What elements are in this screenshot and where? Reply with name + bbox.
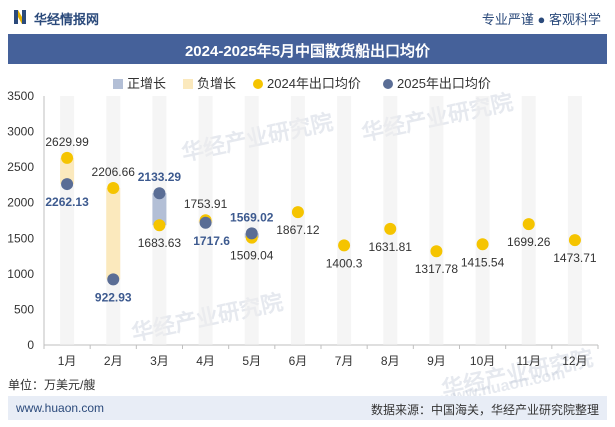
data-label-2024: 1415.54 [461, 255, 505, 269]
data-label-2025: 1569.02 [230, 210, 274, 224]
logo-icon [14, 10, 26, 24]
data-label-2024: 1509.04 [230, 249, 274, 263]
y-tick-label: 500 [14, 302, 34, 316]
x-tick-label: 7月 [335, 354, 354, 368]
point-2024 [384, 222, 397, 235]
data-label-2024: 2629.99 [45, 135, 89, 149]
x-tick-label: 3月 [150, 354, 169, 368]
y-tick-label: 1500 [7, 231, 34, 245]
legend-swatch [183, 79, 193, 89]
legend-label: 负增长 [197, 76, 236, 91]
legend-swatch [113, 79, 123, 89]
data-label-2024: 2206.66 [92, 165, 136, 179]
data-label-2024: 1400.3 [326, 256, 363, 270]
legend-marker [383, 79, 393, 89]
x-tick-label: 2月 [104, 354, 123, 368]
point-2024 [430, 245, 443, 258]
point-2025 [245, 227, 258, 240]
point-2024 [153, 219, 166, 232]
column-background [290, 96, 305, 345]
point-2025 [107, 273, 120, 286]
data-labels: 2629.99 2206.66 1683.63 1753.91 1509.041867.… [45, 135, 597, 304]
column-background [383, 96, 398, 345]
legend-label: 2025年出口均价 [397, 76, 491, 91]
y-tick-label: 0 [27, 338, 34, 352]
point-2025 [61, 178, 74, 191]
y-axis: 0 500 1000 1500 2000 2500 3000 3500 [7, 89, 45, 352]
website-link[interactable]: www.huaon.com [16, 401, 105, 415]
point-2024 [291, 206, 304, 219]
column-background [567, 96, 582, 345]
y-tick-label: 2500 [7, 160, 34, 174]
point-2025 [153, 187, 166, 200]
y-tick-label: 1000 [7, 267, 34, 281]
data-label-2024: 1699.26 [507, 235, 551, 249]
positive-change-bar [152, 193, 167, 226]
change-bars [60, 96, 582, 345]
legend: 正增长 负增长 2024年出口均价 2025年出口均价 [113, 76, 491, 91]
point-2024 [61, 151, 74, 164]
point-2024 [338, 239, 351, 252]
data-label-2024: 1683.63 [138, 236, 182, 250]
point-2024 [476, 238, 489, 251]
brand-name: 华经情报网 [34, 12, 100, 27]
data-label-2024: 1753.91 [184, 197, 228, 211]
negative-change-bar [60, 157, 75, 185]
x-tick-label: 6月 [289, 354, 308, 368]
column-background [337, 96, 352, 345]
chart-title: 2024-2025年5月中国散货船出口均价 [184, 43, 431, 60]
legend-label: 2024年出口均价 [267, 76, 361, 91]
x-tick-label: 4月 [196, 354, 215, 368]
slogan: 专业严谨 ● 客观科学 [481, 12, 601, 27]
y-tick-label: 3500 [7, 89, 34, 103]
data-source: 数据来源：中国海关，华经产业研究院整理 [370, 403, 599, 417]
x-tick-label: 9月 [427, 354, 446, 368]
legend-marker [253, 79, 263, 89]
chart-area: 正增长 负增长 2024年出口均价 2025年出口均价 0 500 1000 1500 200… [7, 76, 599, 368]
x-tick-label: 1月 [58, 354, 77, 368]
point-2024 [107, 182, 120, 195]
data-label-2025: 922.93 [95, 290, 132, 304]
data-label-2024: 1317.78 [415, 262, 459, 276]
data-label-2024: 1631.81 [369, 240, 413, 254]
point-2025 [199, 216, 212, 229]
x-axis: 1月 2月 3月 4月 5月 6月 7月 8月 9月 10月 11月 12月 [43, 344, 599, 368]
column-background [475, 96, 490, 345]
data-label-2025: 2133.29 [138, 170, 182, 184]
column-background [429, 96, 444, 345]
top-bar: 华经情报网 专业严谨 ● 客观科学 [0, 0, 615, 34]
negative-change-bar [106, 188, 121, 280]
x-tick-label: 10月 [470, 354, 495, 368]
x-tick-label: 8月 [381, 354, 400, 368]
unit-label: 单位：万美元/艘 [8, 378, 96, 392]
data-label-2024: 1867.12 [276, 223, 320, 237]
column-background [60, 96, 75, 345]
data-label-2025: 2262.13 [45, 195, 89, 209]
y-tick-label: 2000 [7, 196, 34, 210]
footer: www.huaon.com 数据来源：中国海关，华经产业研究院整理 [8, 396, 607, 420]
data-points [61, 151, 581, 286]
data-label-2025: 1717.6 [193, 234, 230, 248]
point-2024 [522, 218, 535, 231]
column-background [244, 96, 259, 345]
point-2024 [568, 234, 581, 247]
title-band: 2024-2025年5月中国散货船出口均价 [8, 34, 607, 64]
y-tick-label: 3000 [7, 125, 34, 139]
x-tick-label: 12月 [562, 354, 587, 368]
data-label-2024: 1473.71 [553, 251, 597, 265]
x-tick-label: 5月 [242, 354, 261, 368]
legend-label: 正增长 [127, 76, 166, 91]
x-tick-label: 11月 [517, 354, 541, 368]
